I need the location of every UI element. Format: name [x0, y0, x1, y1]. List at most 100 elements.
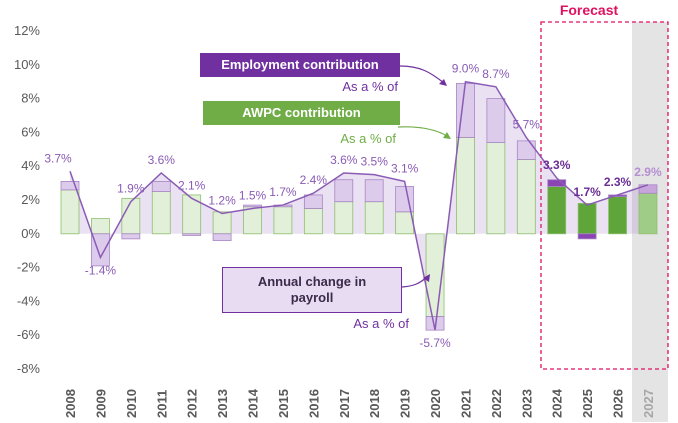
arrow — [401, 276, 428, 288]
bar — [638, 184, 658, 194]
data-label: 1.5% — [239, 188, 267, 202]
x-tick-label: 2025 — [580, 389, 595, 418]
data-label: 3.6% — [330, 153, 358, 167]
x-tick-label: 2014 — [246, 388, 261, 418]
y-tick-label: 4% — [21, 158, 40, 173]
y-tick-label: -2% — [17, 260, 41, 275]
bar — [395, 186, 415, 213]
bar — [364, 201, 384, 235]
annotation: As a % of — [342, 79, 398, 94]
x-tick-label: 2008 — [63, 389, 78, 418]
bar — [577, 202, 597, 235]
data-label: 3.7% — [44, 151, 72, 165]
bar — [334, 201, 354, 235]
x-tick-label: 2023 — [519, 389, 534, 418]
line — [69, 80, 649, 331]
bar — [303, 208, 323, 235]
data-label: 3.3% — [543, 158, 571, 172]
bar — [60, 189, 80, 235]
bar — [121, 197, 141, 235]
bar — [212, 233, 232, 241]
bar — [60, 181, 80, 191]
arrow-head — [423, 274, 430, 282]
bar — [547, 179, 567, 187]
x-tick-label: 2013 — [215, 389, 230, 418]
bar — [273, 206, 293, 235]
x-tick-label: 2015 — [276, 389, 291, 418]
bar — [456, 137, 475, 235]
data-label: 5.7% — [513, 117, 541, 131]
bar — [182, 233, 202, 236]
y-tick-label: 0% — [21, 226, 40, 241]
bar — [577, 233, 597, 240]
x-tick-label: 2024 — [550, 388, 565, 418]
bar — [121, 233, 141, 240]
bar — [243, 204, 262, 208]
data-label: 1.9% — [117, 182, 145, 196]
bar — [486, 98, 506, 143]
data-label: 3.1% — [391, 161, 419, 175]
data-label: 2.3% — [604, 175, 632, 189]
bar — [91, 218, 110, 235]
arrow-head — [439, 79, 447, 86]
y-tick-label: 6% — [21, 124, 40, 139]
plot: -8% -6% -4% -2% 0% 2% 4% 6% 8% 10% 12% 2008 2009 2010… — [14, 23, 662, 418]
data-label: 1.7% — [573, 185, 601, 199]
x-tick-label: 2022 — [489, 389, 504, 418]
data-label: 8.7% — [482, 67, 510, 81]
x-tick-label: 2027 — [641, 389, 656, 418]
y-tick-label: 12% — [14, 23, 40, 38]
data-label: 1.2% — [208, 194, 236, 208]
legend-awpc: AWPC contribution — [203, 101, 400, 125]
legend-payroll: Annual change in payroll — [222, 267, 402, 313]
bar — [364, 179, 384, 203]
x-tick-label: 2017 — [337, 389, 352, 418]
bar — [243, 206, 262, 235]
legend-employment: Employment contribution — [200, 53, 400, 77]
annotation: As a % of — [340, 131, 396, 146]
data-label: 3.5% — [361, 155, 389, 169]
bar — [486, 142, 506, 235]
data-label: 9.0% — [452, 62, 480, 76]
bar — [608, 196, 627, 235]
bar — [516, 159, 536, 235]
x-tick-label: 2016 — [306, 389, 321, 418]
x-tick-label: 2012 — [185, 389, 200, 418]
x-tick-label: 2020 — [428, 389, 443, 418]
data-label: 2.4% — [300, 173, 328, 187]
bar — [303, 194, 323, 209]
arrow-head — [443, 132, 451, 139]
y-tick-label: 8% — [21, 91, 40, 106]
x-tick-label: 2010 — [124, 389, 139, 418]
forecast-box — [540, 21, 669, 370]
data-label: -1.4% — [85, 263, 117, 277]
y-tick-label: 2% — [21, 192, 40, 207]
bar — [516, 140, 536, 160]
forecast-label: Forecast — [560, 2, 619, 18]
x-tick-label: 2009 — [93, 389, 108, 418]
y-tick-label: 10% — [14, 57, 40, 72]
bar — [212, 211, 232, 235]
y-tick-label: -6% — [17, 327, 41, 342]
annotation: As a % of — [353, 316, 409, 331]
x-tick-label: 2011 — [154, 390, 169, 418]
x-tick-label: 2021 — [458, 389, 473, 418]
y-tick-label: -8% — [17, 361, 41, 376]
data-label: -5.7% — [419, 336, 451, 350]
x-tick-label: 2026 — [611, 389, 626, 418]
bar — [547, 186, 567, 235]
data-label: 2.1% — [178, 178, 206, 192]
x-tick-label: 2019 — [398, 389, 413, 418]
x-tick-label: 2018 — [367, 389, 382, 418]
bar — [151, 181, 171, 192]
bar — [334, 179, 354, 203]
bar — [151, 191, 171, 235]
data-label: 2.9% — [634, 165, 662, 179]
data-label: 1.7% — [269, 185, 297, 199]
arrow — [399, 65, 445, 84]
arrow — [397, 126, 448, 137]
y-tick-label: -4% — [17, 293, 41, 308]
data-label: 3.6% — [148, 153, 176, 167]
